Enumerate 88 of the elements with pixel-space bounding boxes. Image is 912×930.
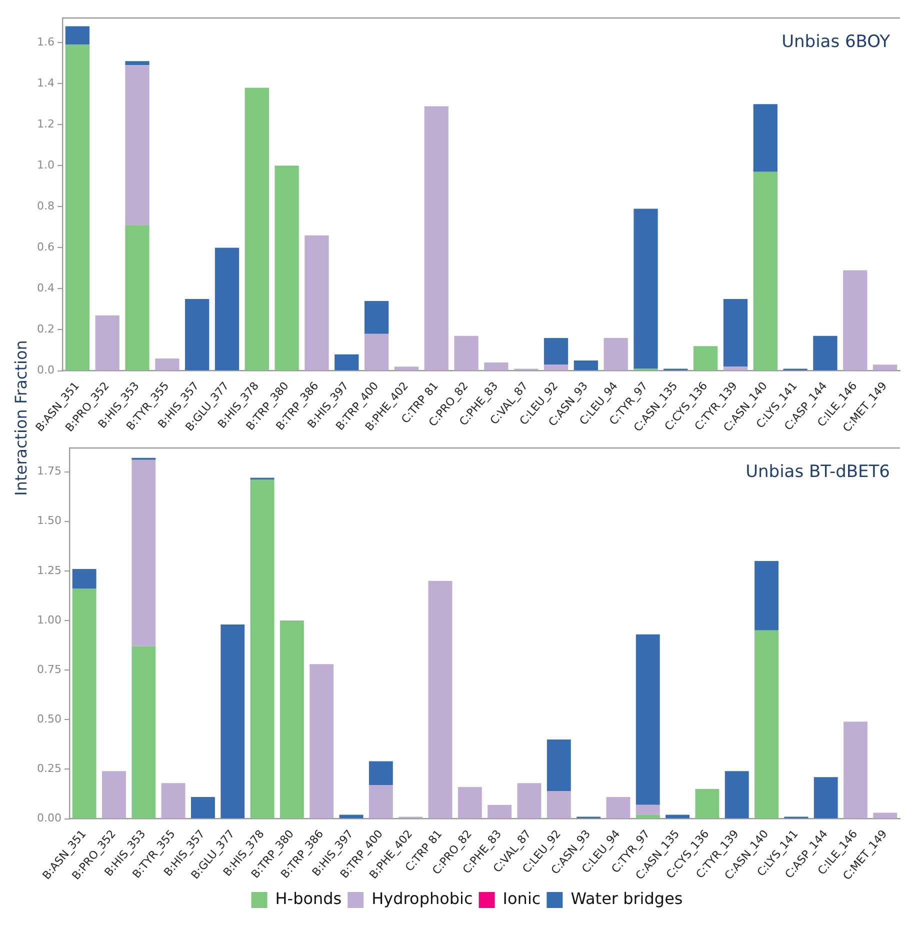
bar (544, 338, 568, 365)
bar (872, 364, 898, 370)
bar (694, 346, 718, 370)
bar (339, 814, 364, 818)
bar (666, 814, 690, 818)
y-tick-label: 0.25 (36, 762, 62, 776)
y-tick-label: 1.50 (36, 514, 62, 528)
bar (428, 580, 452, 818)
bar (488, 804, 512, 818)
bar (723, 366, 748, 370)
bar (132, 646, 156, 818)
bar (424, 106, 448, 370)
y-tick-label: 1.75 (36, 464, 62, 478)
bar (161, 783, 186, 818)
y-tick-label: 1.6 (36, 35, 54, 48)
bar (125, 225, 150, 370)
bar (125, 61, 150, 66)
bar (102, 771, 126, 818)
bar (636, 634, 660, 805)
legend-label: H-bonds (275, 889, 342, 908)
bar (95, 315, 120, 370)
bar (72, 588, 96, 818)
bar (753, 104, 778, 172)
bar (368, 785, 393, 818)
y-tick-label: 0.4 (36, 282, 54, 295)
y-tick-label: 0.00 (36, 812, 62, 825)
y-tick-label: 0.0 (36, 364, 54, 377)
y-tick-label: 1.2 (36, 118, 54, 131)
bar (636, 814, 660, 818)
bar (364, 301, 389, 334)
bar (546, 790, 571, 818)
bar (214, 248, 240, 370)
bar (65, 44, 90, 370)
bar (72, 568, 96, 589)
bar (190, 796, 215, 818)
bar (125, 65, 150, 226)
bar (250, 480, 274, 818)
legend-label: Ionic (502, 889, 541, 908)
bar (220, 624, 245, 818)
bar (873, 812, 898, 818)
bar (636, 804, 660, 815)
text: Unbias BT-dBET6 (746, 462, 890, 482)
y-tick-label: 1.25 (36, 564, 62, 577)
y-axis-title: Interaction Fraction (12, 340, 30, 496)
bar (754, 630, 778, 818)
bar (364, 334, 389, 370)
bar (604, 338, 628, 370)
bar (723, 298, 748, 367)
y-tick-label: 0.8 (36, 200, 54, 213)
y-tick-label: 1.4 (36, 76, 54, 90)
bar (546, 739, 571, 791)
legend-label: Hydrophobic (372, 889, 473, 908)
bar (155, 358, 180, 370)
bar (65, 26, 90, 45)
bar (754, 561, 778, 630)
bar (814, 777, 838, 818)
legend-label: Water bridges (570, 889, 683, 908)
bar (394, 366, 419, 370)
bar (813, 336, 838, 370)
bar (310, 664, 334, 818)
y-tick-label: 1.0 (36, 158, 54, 172)
bar (244, 88, 269, 370)
y-tick-label: 1.00 (36, 613, 62, 626)
bar (844, 722, 868, 818)
bar (753, 172, 778, 370)
bar (574, 360, 598, 370)
bar (304, 235, 329, 370)
bar (606, 796, 630, 818)
y-tick-label: 0.50 (36, 712, 62, 726)
bar (458, 787, 482, 818)
bar (843, 270, 868, 370)
bar (454, 336, 478, 370)
bar (132, 460, 156, 646)
y-tick-label: 0.75 (36, 662, 62, 676)
bar (185, 298, 210, 370)
bar (634, 208, 658, 369)
bar (334, 354, 359, 370)
bar (484, 362, 508, 370)
bar (695, 789, 720, 818)
bar (368, 761, 393, 786)
y-tick-label: 0.2 (36, 322, 54, 336)
bar (274, 166, 299, 370)
bar (280, 620, 304, 818)
bar (517, 783, 542, 818)
text: Unbias 6BOY (782, 32, 891, 52)
y-tick-label: 0.6 (36, 240, 54, 254)
bar (544, 364, 568, 370)
bar (724, 771, 749, 818)
